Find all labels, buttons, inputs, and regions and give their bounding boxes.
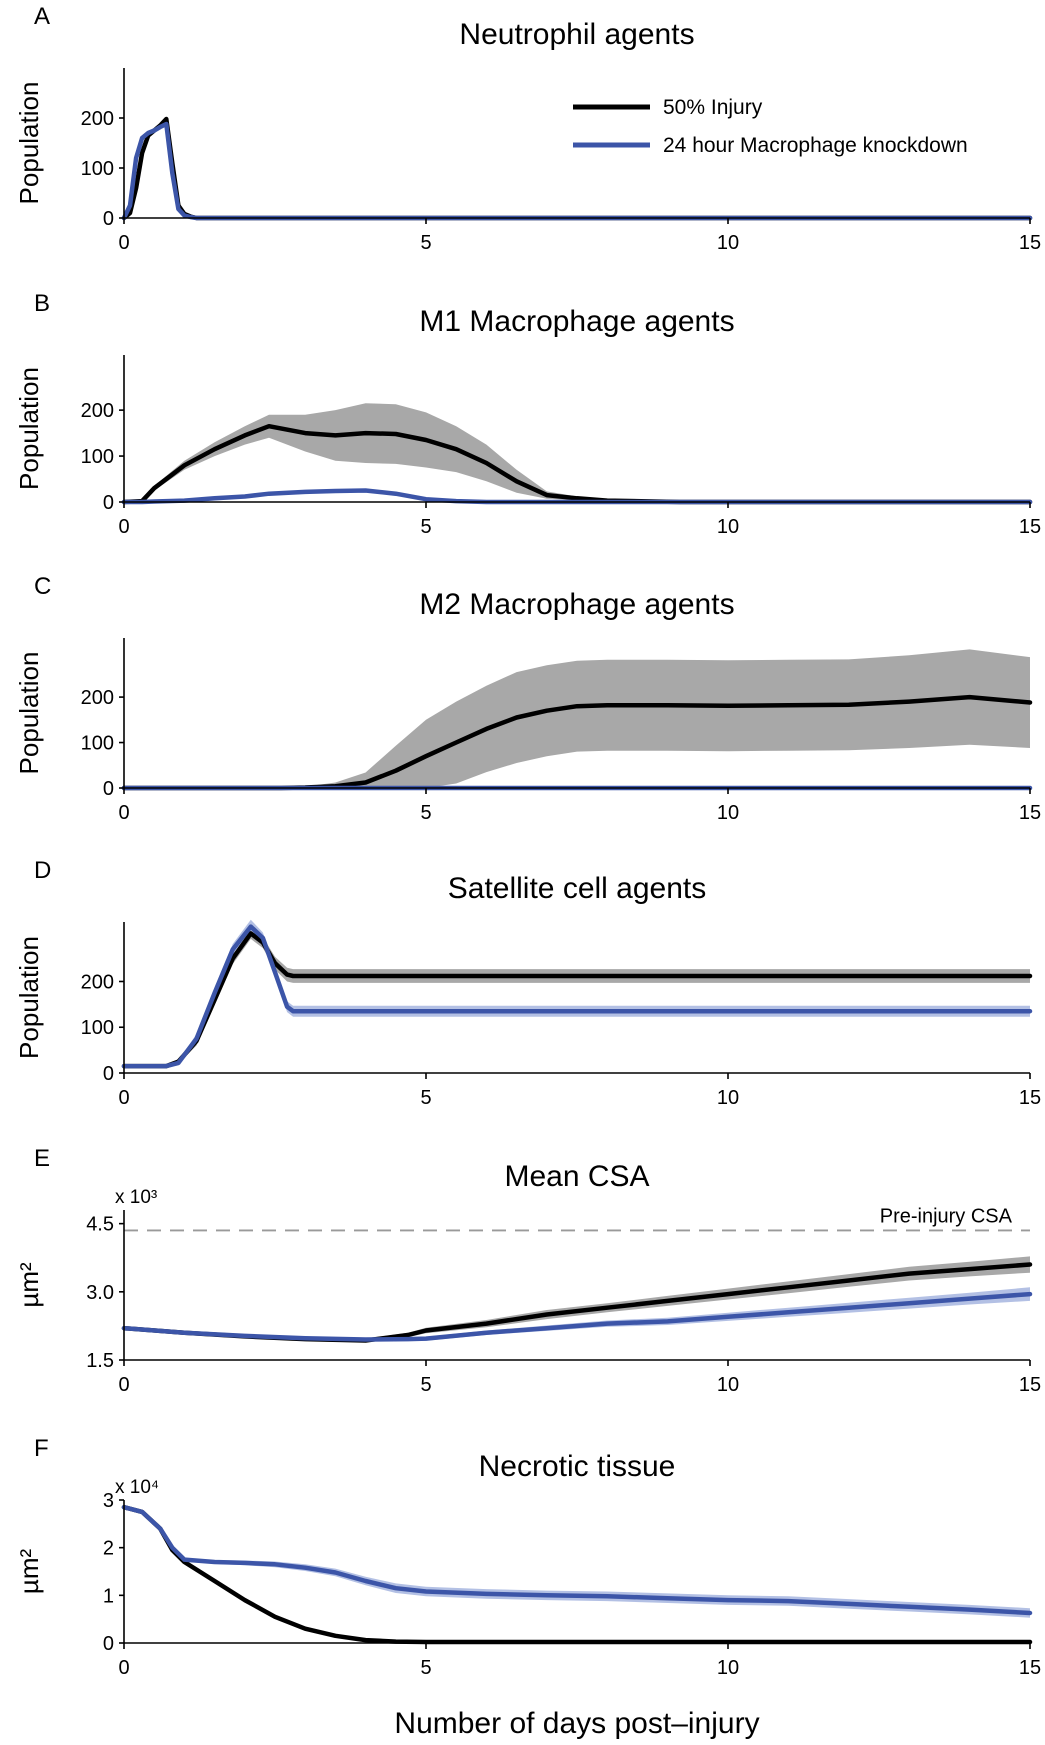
panel-e-reference-label: Pre-injury CSA	[880, 1205, 1013, 1227]
x-axis-label: Number of days post–injury	[394, 1707, 759, 1740]
panel-d-title: Satellite cell agents	[448, 872, 707, 905]
panel-f: F Necrotic tissue µm² x 10⁴ 0 1 2 3 0 5 10 15	[14, 1435, 1041, 1679]
panel-a-xtick-label-2: 10	[717, 232, 739, 254]
panel-d-series-knockdown-line	[121, 924, 1033, 1069]
panel-e-ytick-label-2: 4.5	[86, 1214, 114, 1236]
panel-e-xtick-label-0: 0	[118, 1374, 129, 1396]
panel-b-ytick-label-2: 200	[81, 400, 114, 422]
panel-e-ylabel: µm²	[14, 1262, 44, 1308]
panel-d-ylabel: Population	[14, 936, 44, 1059]
panel-f-xtick-label-3: 15	[1019, 1657, 1041, 1679]
panel-f-series-injury-band	[124, 1505, 1030, 1643]
panel-f-multiplier: x 10⁴	[115, 1477, 159, 1498]
panel-a-ytick-label-1: 100	[81, 158, 114, 180]
panel-f-ylabel: µm²	[14, 1549, 44, 1595]
panel-d-series-injury-line	[121, 931, 1033, 1069]
panel-d-letter: D	[34, 857, 51, 884]
panel-b-series-injury-band	[124, 403, 1030, 502]
panel-f-ytick-label-2: 2	[103, 1538, 114, 1560]
panel-f-title: Necrotic tissue	[479, 1450, 676, 1483]
panel-e-ytick-label-0: 1.5	[86, 1350, 114, 1372]
panel-d-ytick-label-2: 200	[81, 971, 114, 993]
panel-d: D Satellite cell agents Population 0 100 200 0…	[14, 857, 1041, 1109]
panel-a-xtick-label-3: 15	[1019, 232, 1041, 254]
panel-f-ytick-label-0: 0	[103, 1633, 114, 1655]
panel-a-xtick-label-1: 5	[420, 232, 431, 254]
panel-c-ylabel: Population	[14, 652, 44, 775]
panel-b-ylabel: Population	[14, 367, 44, 490]
panel-b-xtick-label-3: 15	[1019, 516, 1041, 538]
panel-f-xtick-label-0: 0	[118, 1657, 129, 1679]
panel-e-series-knockdown-line	[121, 1291, 1033, 1342]
panel-f-letter: F	[34, 1435, 49, 1462]
panel-d-xtick-label-3: 15	[1019, 1087, 1041, 1109]
panel-b-ytick-label-0: 0	[103, 492, 114, 514]
panel-e-xtick-label-2: 10	[717, 1374, 739, 1396]
legend: 50% Injury 24 hour Macrophage knockdown	[573, 96, 968, 157]
panel-e-xtick-label-3: 15	[1019, 1374, 1041, 1396]
panel-f-xtick-label-1: 5	[420, 1657, 431, 1679]
panel-d-ytick-label-0: 0	[103, 1063, 114, 1085]
panel-c-xtick-label-0: 0	[118, 802, 129, 824]
panel-a-letter: A	[34, 3, 50, 30]
panel-c-series-injury-band	[124, 649, 1030, 788]
legend-label-knockdown: 24 hour Macrophage knockdown	[663, 134, 968, 157]
panel-c-xtick-label-1: 5	[420, 802, 431, 824]
panel-b-title: M1 Macrophage agents	[419, 305, 734, 338]
panel-b-xtick-label-1: 5	[420, 516, 431, 538]
panel-b-ytick-label-1: 100	[81, 446, 114, 468]
panel-b-xtick-label-0: 0	[118, 516, 129, 538]
panel-c-xtick-label-2: 10	[717, 802, 739, 824]
panel-d-xtick-label-1: 5	[420, 1087, 431, 1109]
panel-a: A Neutrophil agents Population 0 100 200 0 5 10 1…	[14, 3, 1041, 254]
panel-d-xtick-label-2: 10	[717, 1087, 739, 1109]
panel-c-ytick-label-0: 0	[103, 778, 114, 800]
panel-e: E Mean CSA µm² x 10³ Pre-injury CSA 1.5 3.0 4.5…	[14, 1145, 1041, 1396]
panel-a-ytick-label-0: 0	[103, 208, 114, 230]
panel-f-ytick-label-1: 1	[103, 1585, 114, 1607]
panel-a-ylabel: Population	[14, 82, 44, 205]
panel-c-series-injury-line	[121, 694, 1033, 791]
panel-a-title: Neutrophil agents	[459, 18, 694, 51]
panel-b-series-injury-line	[121, 423, 1033, 505]
panel-d-ytick-label-1: 100	[81, 1017, 114, 1039]
panel-c-ytick-label-1: 100	[81, 733, 114, 755]
panel-c-xtick-label-3: 15	[1019, 802, 1041, 824]
panel-a-xtick-label-0: 0	[118, 232, 129, 254]
panel-e-multiplier: x 10³	[115, 1187, 157, 1208]
panel-c-title: M2 Macrophage agents	[419, 588, 734, 621]
panel-d-series-injury-band	[124, 927, 1030, 1068]
panel-f-series-knockdown-line	[121, 1504, 1033, 1616]
panel-f-ytick-label-3: 3	[103, 1490, 114, 1512]
panel-f-series-injury-line	[121, 1504, 1033, 1645]
panel-c-ytick-label-2: 200	[81, 687, 114, 709]
legend-label-injury: 50% Injury	[663, 96, 763, 119]
panel-c-letter: C	[34, 573, 51, 600]
panel-e-xtick-label-1: 5	[420, 1374, 431, 1396]
panel-e-title: Mean CSA	[504, 1160, 649, 1193]
panel-f-xtick-label-2: 10	[717, 1657, 739, 1679]
panel-c: C M2 Macrophage agents Population 0 100 200 0 5…	[14, 573, 1041, 824]
panel-a-ytick-label-2: 200	[81, 108, 114, 130]
panel-e-ytick-label-1: 3.0	[86, 1282, 114, 1304]
panel-b: B M1 Macrophage agents Population 0 100 200 0 5…	[14, 290, 1041, 538]
panel-e-letter: E	[34, 1145, 50, 1172]
panel-b-xtick-label-2: 10	[717, 516, 739, 538]
panel-d-xtick-label-0: 0	[118, 1087, 129, 1109]
panel-b-letter: B	[34, 290, 50, 317]
